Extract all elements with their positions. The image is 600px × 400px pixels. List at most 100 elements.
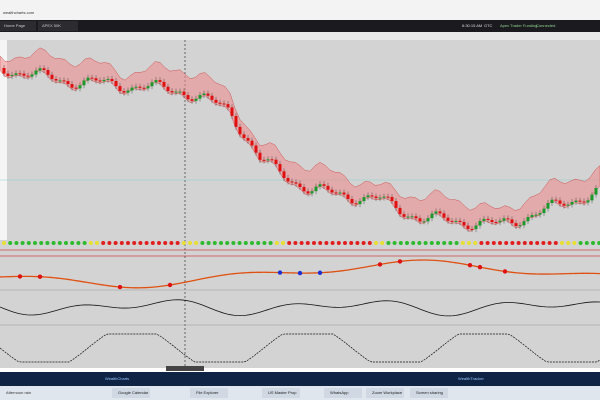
candle xyxy=(110,78,114,81)
candle xyxy=(514,223,518,227)
signal-dot xyxy=(374,241,378,245)
candle xyxy=(450,220,454,222)
signal-dot xyxy=(144,241,149,245)
candle xyxy=(302,187,306,192)
candle xyxy=(118,86,122,92)
candle xyxy=(54,78,58,81)
tab-label: APEX 50K xyxy=(42,23,61,28)
signal-dot xyxy=(553,241,558,245)
signal-dot xyxy=(448,241,453,245)
taskbar-label: WhatsApp xyxy=(330,390,349,395)
candle xyxy=(270,159,274,161)
signal-dot xyxy=(150,241,155,245)
candle xyxy=(534,214,538,216)
footer-left[interactable]: WealthCharts xyxy=(105,376,129,381)
candle xyxy=(90,77,94,79)
candle xyxy=(522,221,526,226)
candle xyxy=(578,200,582,202)
tab[interactable] xyxy=(38,21,78,31)
signal-dot xyxy=(157,241,161,245)
signal-dot xyxy=(57,241,62,245)
candle xyxy=(286,178,290,182)
candle xyxy=(378,197,382,199)
footer-right[interactable]: WealthTracker xyxy=(458,376,484,381)
signal-dot xyxy=(572,241,577,245)
signal-dot xyxy=(243,241,248,245)
candle xyxy=(554,199,558,201)
candle xyxy=(558,200,562,204)
candle xyxy=(178,91,182,93)
candle xyxy=(310,191,314,194)
signal-dot xyxy=(460,241,465,245)
candle xyxy=(222,103,226,105)
candle xyxy=(330,189,334,193)
candle xyxy=(218,102,222,104)
signal-dot xyxy=(200,241,205,245)
taskbar-item[interactable] xyxy=(262,388,300,398)
taskbar-label: Zoom Workplace xyxy=(372,390,403,395)
signal-dot xyxy=(231,241,236,245)
candle xyxy=(334,192,338,194)
signal-dot xyxy=(541,241,546,245)
osc-dot xyxy=(37,274,43,279)
candle xyxy=(518,225,522,227)
signal-dot xyxy=(305,241,310,245)
signal-dot xyxy=(293,241,298,245)
candle xyxy=(30,74,34,77)
osc-dot xyxy=(117,284,123,290)
clock: 6:30:15 AM xyxy=(462,23,482,28)
signal-dot xyxy=(504,241,509,245)
candle xyxy=(34,70,38,75)
candle xyxy=(246,138,250,141)
signal-dot xyxy=(51,241,56,245)
signal-dot xyxy=(312,241,316,245)
osc-dot xyxy=(502,269,508,274)
chart-area xyxy=(0,40,600,368)
candle xyxy=(394,201,398,208)
candle xyxy=(170,91,174,93)
candle xyxy=(322,184,326,186)
candle xyxy=(398,207,402,215)
candle xyxy=(474,225,478,230)
tab[interactable] xyxy=(0,21,36,31)
signal-dot xyxy=(510,241,515,245)
candle xyxy=(166,86,170,92)
taskbar-item[interactable] xyxy=(410,388,448,398)
candle xyxy=(458,220,462,223)
candle xyxy=(490,219,494,223)
candle xyxy=(274,159,278,165)
candle xyxy=(106,78,110,80)
candle xyxy=(42,68,46,71)
signal-dot xyxy=(274,241,279,245)
candle xyxy=(342,192,346,195)
candle xyxy=(86,77,90,81)
taskbar-item[interactable] xyxy=(324,388,362,398)
candle xyxy=(22,73,26,76)
taskbar-item[interactable] xyxy=(112,388,150,398)
taskbar-label: Screen sharing xyxy=(416,390,443,395)
url[interactable]: wealthcharts.com xyxy=(3,10,35,15)
account: Apex Trader Funding xyxy=(500,23,537,28)
signal-dot xyxy=(2,241,6,245)
candle xyxy=(478,220,482,226)
taskbar-item[interactable] xyxy=(366,388,404,398)
candle xyxy=(122,91,126,93)
signal-dot xyxy=(8,241,13,245)
signal-dot xyxy=(20,241,25,245)
candle xyxy=(138,86,142,88)
signal-dot xyxy=(64,241,68,245)
stochastic xyxy=(0,333,600,363)
signal-dot xyxy=(367,241,372,245)
signal-dot xyxy=(405,241,409,245)
candle xyxy=(550,199,554,204)
taskbar-item[interactable] xyxy=(190,388,228,398)
candle xyxy=(98,80,102,82)
candle xyxy=(290,181,294,183)
candle xyxy=(74,87,78,89)
signal-dot xyxy=(250,241,254,245)
signal-dot xyxy=(467,241,471,245)
osc-dot xyxy=(477,264,483,270)
candle xyxy=(418,218,422,222)
signal-dot xyxy=(175,241,180,245)
signal-dot xyxy=(88,241,93,245)
